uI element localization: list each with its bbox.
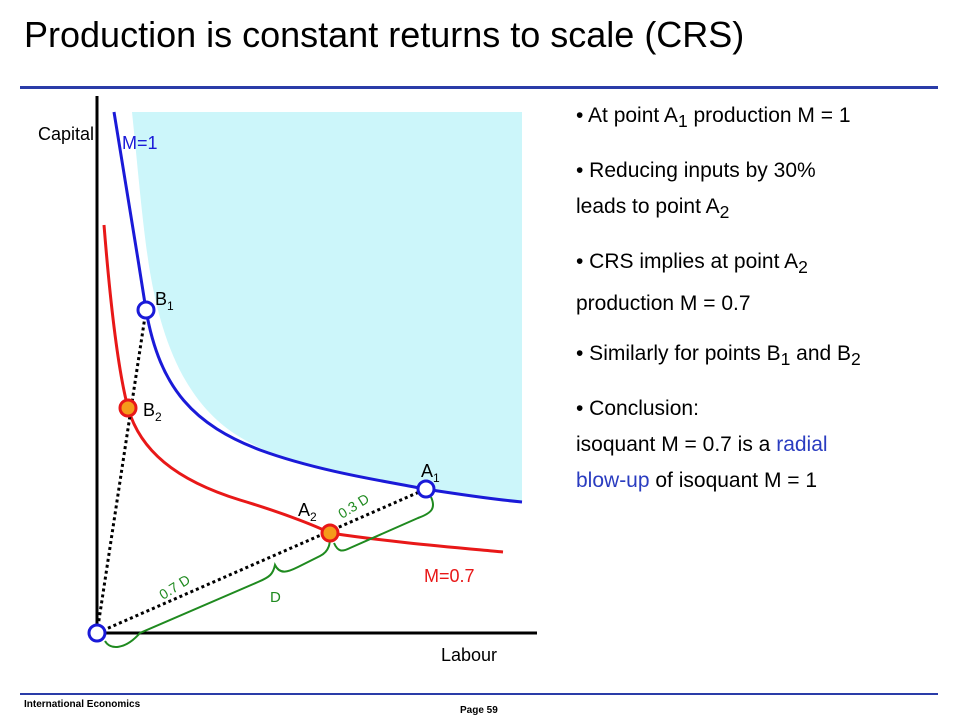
bullet-conclusion: • Conclusion: isoquant M = 0.7 is a radi… xyxy=(576,396,828,492)
footer-divider xyxy=(20,693,938,695)
ray-to-b1 xyxy=(95,309,148,634)
point-b1 xyxy=(136,300,156,320)
label-a1: A1 xyxy=(421,461,440,485)
y-axis-label: Capital xyxy=(38,124,94,144)
label-b2: B2 xyxy=(143,400,162,424)
title-divider xyxy=(20,86,938,89)
isoquant-m07-curve xyxy=(102,224,504,554)
label-a2: A2 xyxy=(298,500,317,524)
ray-to-a1 xyxy=(96,487,427,635)
bullet-crs-implies: • CRS implies at point A2 production M =… xyxy=(576,250,808,315)
bullet-reducing-inputs: • Reducing inputs by 30% leads to point … xyxy=(576,159,816,223)
point-a2 xyxy=(320,523,340,543)
isoquant-m1-label: M=1 xyxy=(122,133,158,153)
bullet-list: • At point A1 production M = 1 • Reducin… xyxy=(576,98,946,513)
brace-03d-label: 0.3 D xyxy=(335,490,372,521)
brace-03d xyxy=(333,496,435,552)
brace-d-label: D xyxy=(270,589,281,606)
bullet-similarly: • Similarly for points B1 and B2 xyxy=(576,341,861,369)
bullet-point-a1: • At point A1 production M = 1 xyxy=(576,104,851,132)
brace-07d xyxy=(104,536,331,648)
footer-course-name: International Economics xyxy=(24,699,141,710)
slide-title: Production is constant returns to scale … xyxy=(24,14,745,55)
label-b1: B1 xyxy=(155,289,174,313)
point-a1 xyxy=(416,479,436,499)
point-b2 xyxy=(118,398,138,418)
point-origin xyxy=(87,623,107,643)
x-axis-label: Labour xyxy=(441,645,497,665)
isoquant-m07-label: M=0.7 xyxy=(424,566,475,586)
production-region xyxy=(127,112,522,502)
page-number: Page 59 xyxy=(460,705,498,716)
